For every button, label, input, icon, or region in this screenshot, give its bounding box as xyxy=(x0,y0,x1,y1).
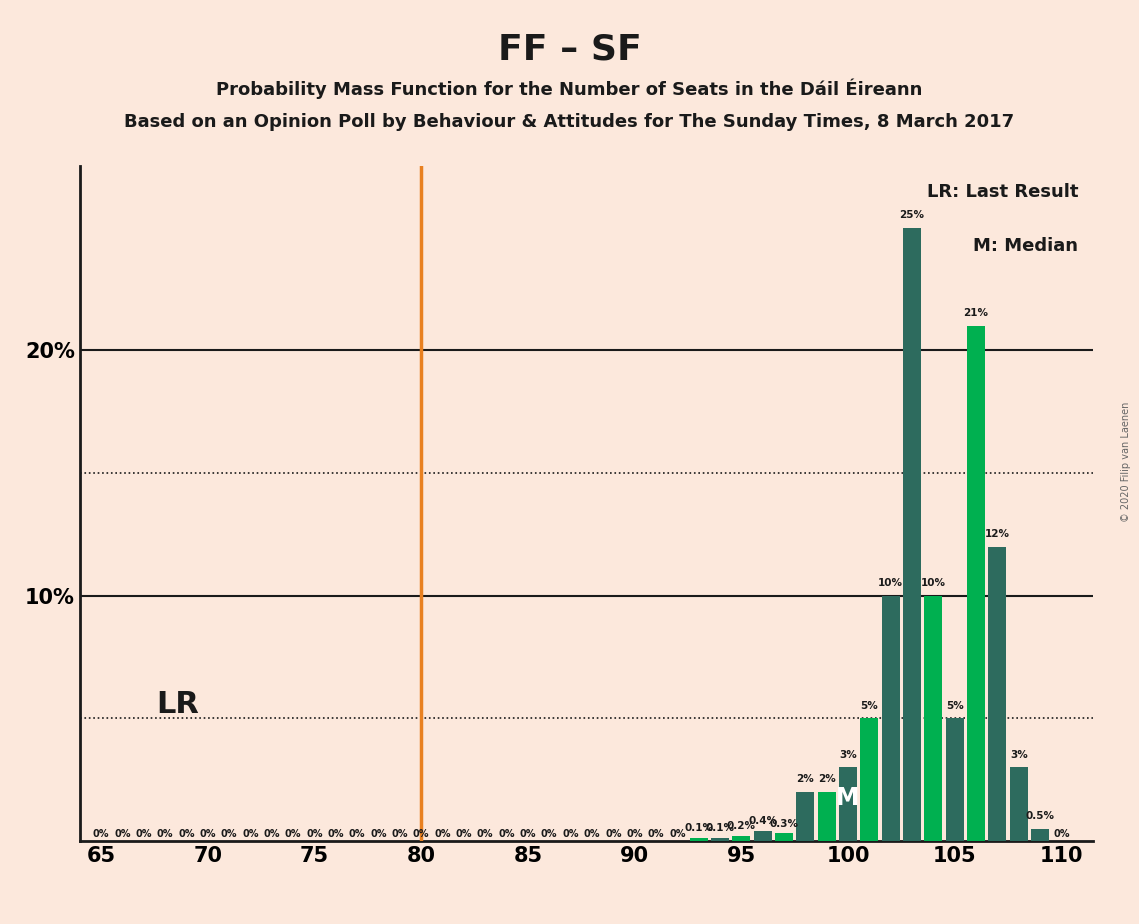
Text: 0%: 0% xyxy=(519,829,536,839)
Text: 0%: 0% xyxy=(648,829,664,839)
Bar xyxy=(925,596,942,841)
Text: Probability Mass Function for the Number of Seats in the Dáil Éireann: Probability Mass Function for the Number… xyxy=(216,79,923,99)
Bar xyxy=(775,833,793,841)
Bar xyxy=(796,792,814,841)
Text: 0%: 0% xyxy=(263,829,280,839)
Text: 0%: 0% xyxy=(498,829,515,839)
Text: 0%: 0% xyxy=(541,829,557,839)
Text: Based on an Opinion Poll by Behaviour & Attitudes for The Sunday Times, 8 March : Based on an Opinion Poll by Behaviour & … xyxy=(124,113,1015,130)
Text: 0%: 0% xyxy=(413,829,429,839)
Bar xyxy=(711,838,729,841)
Text: 0%: 0% xyxy=(221,829,237,839)
Text: 21%: 21% xyxy=(964,309,989,319)
Text: 0%: 0% xyxy=(626,829,642,839)
Text: 0.4%: 0.4% xyxy=(748,816,777,826)
Bar xyxy=(967,326,985,841)
Text: LR: LR xyxy=(156,690,198,720)
Text: 2%: 2% xyxy=(796,774,814,784)
Bar xyxy=(945,718,964,841)
Bar xyxy=(882,596,900,841)
Text: 3%: 3% xyxy=(839,750,857,760)
Text: 0.3%: 0.3% xyxy=(770,819,798,829)
Text: 0%: 0% xyxy=(1054,829,1070,839)
Text: 0.1%: 0.1% xyxy=(685,823,713,833)
Bar xyxy=(903,227,921,841)
Text: 5%: 5% xyxy=(945,700,964,711)
Text: 0%: 0% xyxy=(370,829,387,839)
Text: 10%: 10% xyxy=(878,578,903,589)
Text: 5%: 5% xyxy=(860,700,878,711)
Bar xyxy=(860,718,878,841)
Text: 0%: 0% xyxy=(157,829,173,839)
Text: 0%: 0% xyxy=(477,829,493,839)
Bar xyxy=(1009,767,1027,841)
Text: 3%: 3% xyxy=(1010,750,1027,760)
Text: 0%: 0% xyxy=(243,829,259,839)
Text: 0%: 0% xyxy=(605,829,622,839)
Text: 0%: 0% xyxy=(285,829,302,839)
Text: 0%: 0% xyxy=(563,829,579,839)
Text: FF – SF: FF – SF xyxy=(498,32,641,67)
Bar xyxy=(818,792,836,841)
Text: 0%: 0% xyxy=(114,829,131,839)
Text: 0.5%: 0.5% xyxy=(1025,811,1055,821)
Text: 25%: 25% xyxy=(900,211,925,220)
Text: 0%: 0% xyxy=(178,829,195,839)
Text: 0%: 0% xyxy=(349,829,366,839)
Bar xyxy=(989,546,1007,841)
Text: 0%: 0% xyxy=(456,829,473,839)
Bar xyxy=(689,838,707,841)
Text: 12%: 12% xyxy=(985,529,1010,539)
Text: 10%: 10% xyxy=(920,578,945,589)
Text: 0.1%: 0.1% xyxy=(705,823,735,833)
Bar xyxy=(1031,829,1049,841)
Text: 0%: 0% xyxy=(92,829,109,839)
Text: M: Median: M: Median xyxy=(973,237,1079,255)
Text: 0%: 0% xyxy=(392,829,408,839)
Bar xyxy=(754,831,772,841)
Text: 0%: 0% xyxy=(434,829,451,839)
Text: 0%: 0% xyxy=(328,829,344,839)
Text: M: M xyxy=(836,786,860,810)
Text: 0%: 0% xyxy=(669,829,686,839)
Text: 0%: 0% xyxy=(136,829,151,839)
Text: 0%: 0% xyxy=(199,829,216,839)
Text: 0.2%: 0.2% xyxy=(727,821,756,831)
Text: 0%: 0% xyxy=(583,829,600,839)
Text: LR: Last Result: LR: Last Result xyxy=(927,183,1079,201)
Bar xyxy=(732,836,751,841)
Bar xyxy=(839,767,857,841)
Text: © 2020 Filip van Laenen: © 2020 Filip van Laenen xyxy=(1121,402,1131,522)
Text: 2%: 2% xyxy=(818,774,836,784)
Text: 0%: 0% xyxy=(306,829,322,839)
